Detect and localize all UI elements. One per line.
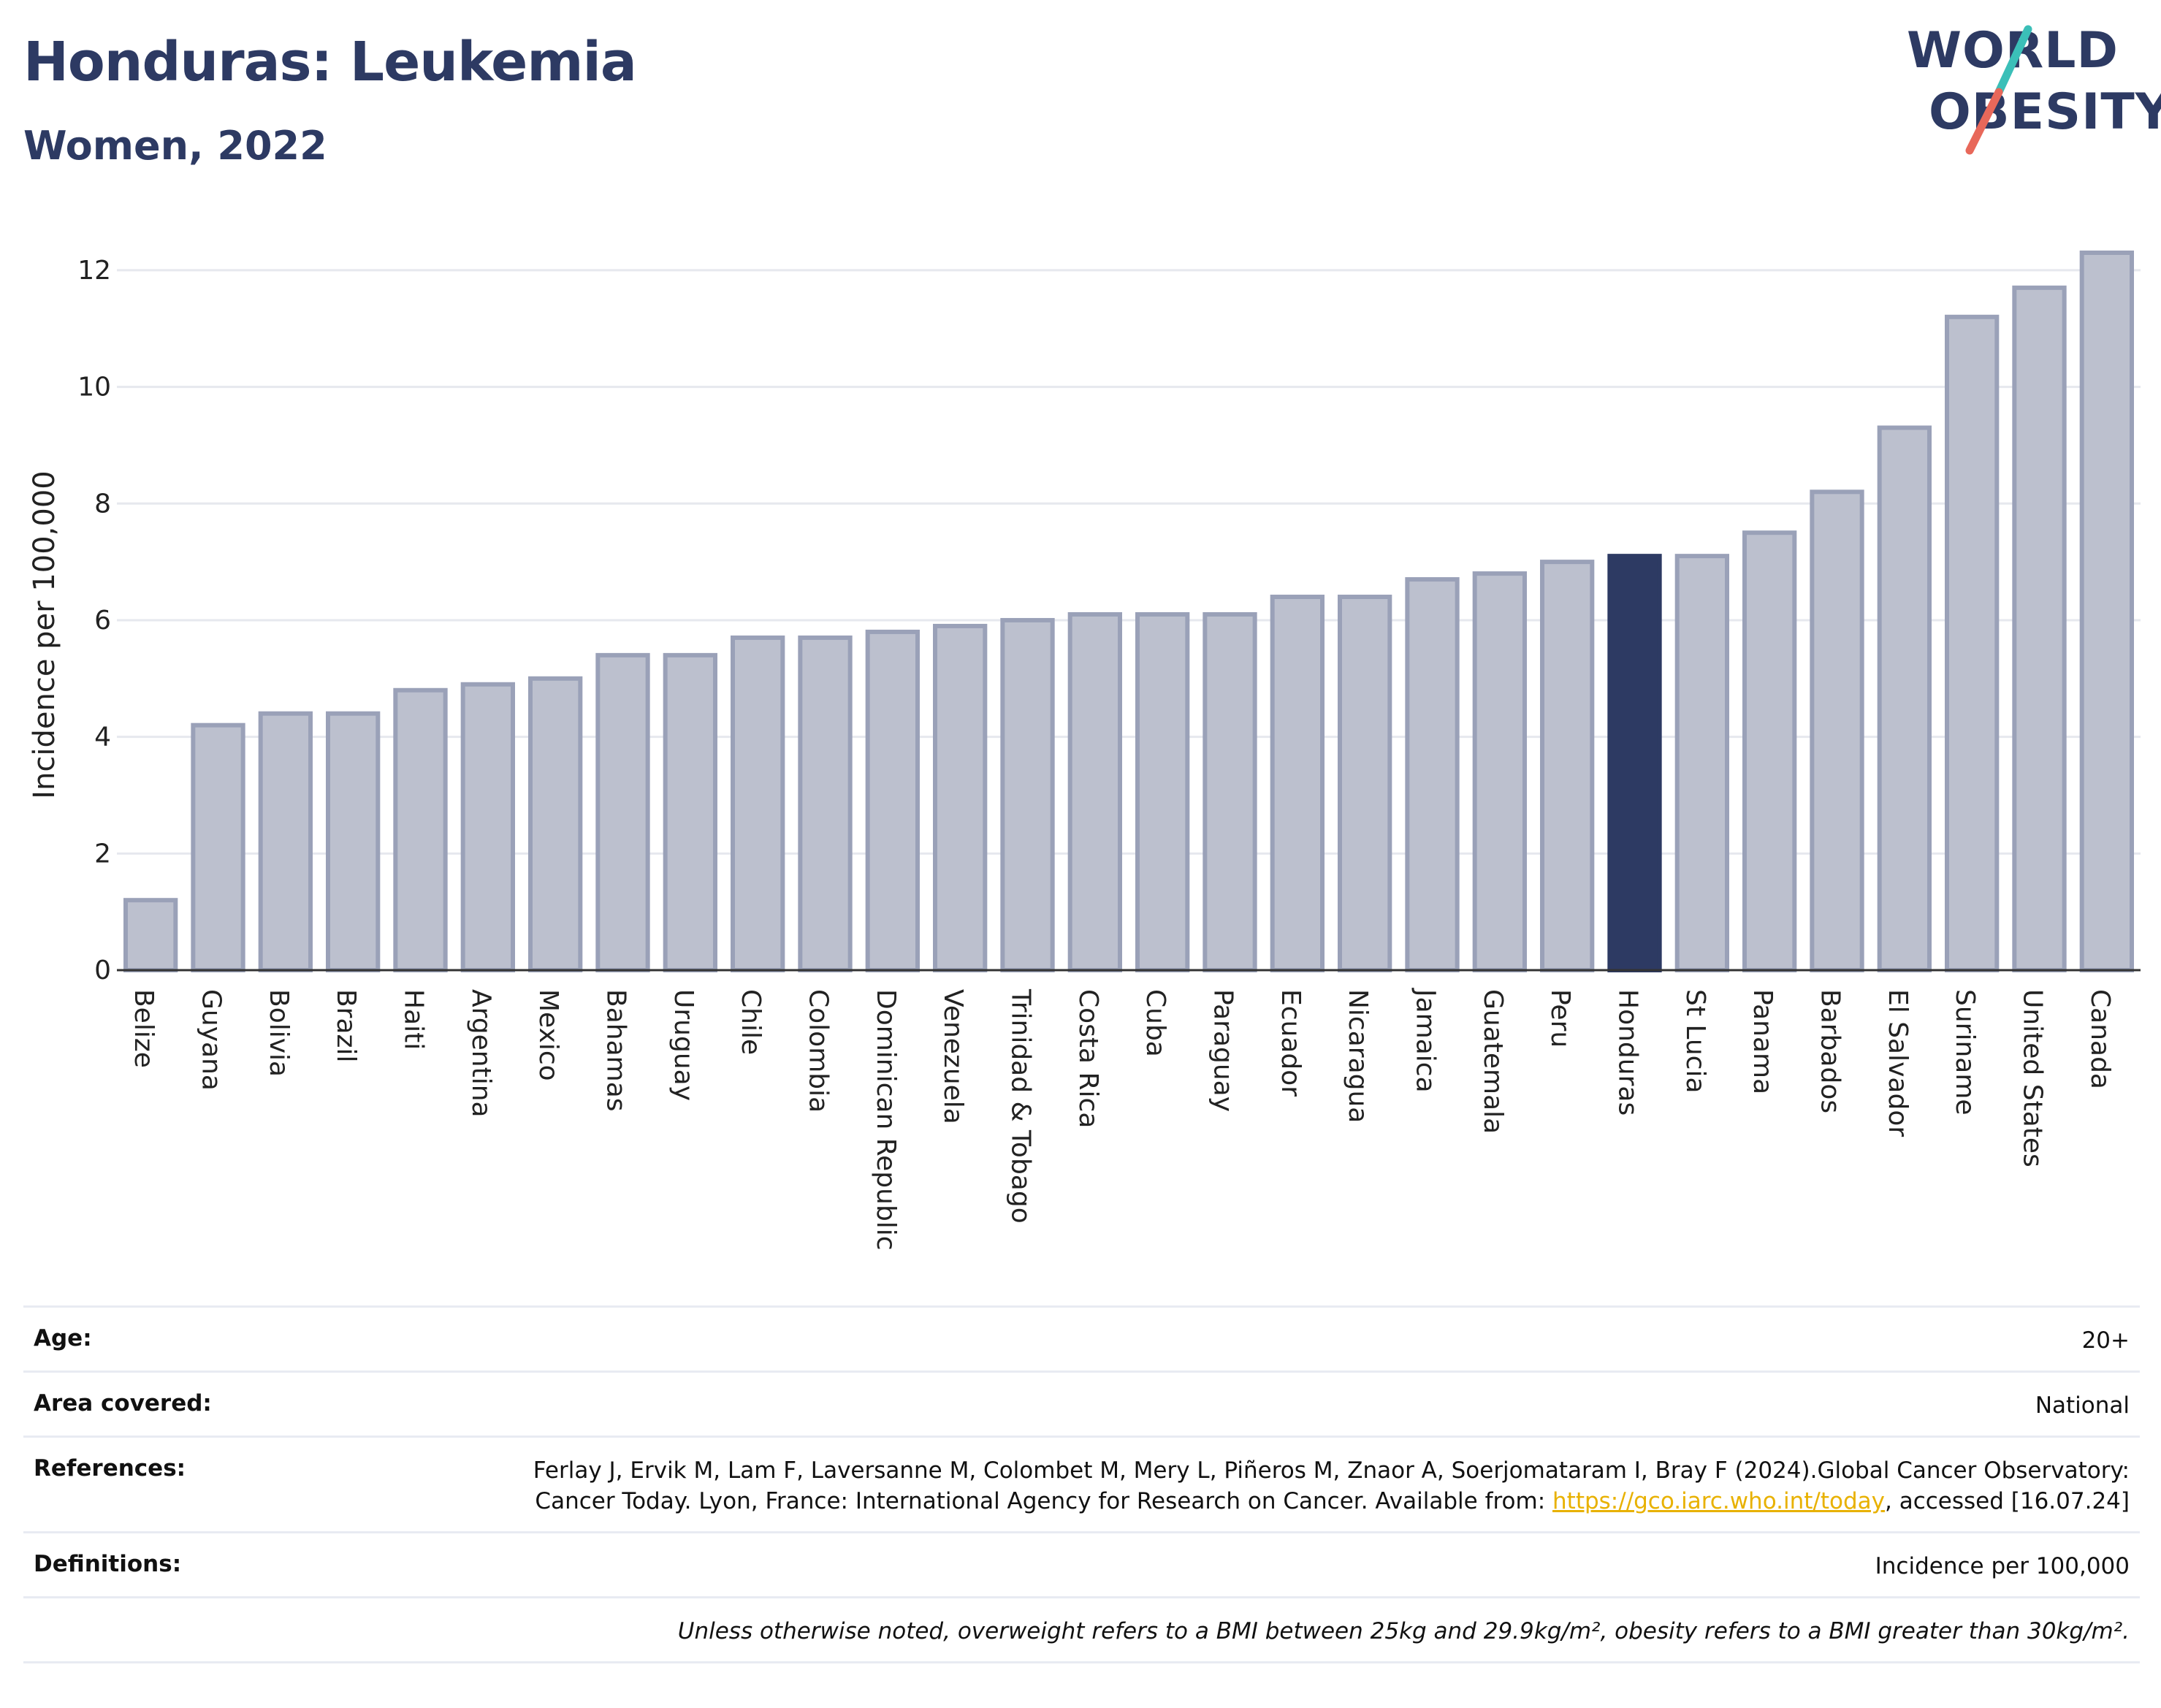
- bar-chile: [731, 635, 785, 972]
- gridlines: [117, 269, 2141, 855]
- bar-united-states: [2012, 285, 2067, 972]
- x-tick-label: Belize: [129, 989, 159, 1068]
- world-obesity-logo: WORLD OBESITY: [1907, 22, 2161, 155]
- bar-uruguay: [663, 652, 717, 972]
- x-tick-label: Guyana: [197, 989, 226, 1091]
- age-label: Age:: [34, 1325, 92, 1351]
- meta-row-definitions: Definitions: Incidence per 100,000: [23, 1531, 2140, 1596]
- area-value: National: [2035, 1392, 2130, 1419]
- x-tick-label: Chile: [736, 989, 766, 1055]
- bar-jamaica: [1405, 577, 1460, 972]
- bar-costa-rica: [1067, 611, 1122, 972]
- x-tick-label: Colombia: [804, 989, 834, 1113]
- x-tick-label: Panama: [1748, 989, 1777, 1094]
- references-accessed: , accessed [16.07.24]: [1884, 1488, 2130, 1514]
- area-label: Area covered:: [34, 1390, 212, 1417]
- x-tick-label: Brazil: [331, 989, 361, 1062]
- meta-row-note: Unless otherwise noted, overweight refer…: [23, 1596, 2140, 1663]
- y-tick-label: 2: [94, 839, 111, 869]
- bar-paraguay: [1203, 611, 1257, 972]
- metadata-table: Age: 20+ Area covered: National Referenc…: [23, 1305, 2140, 1663]
- x-axis-ticks: Belize Guyana Bolivia Brazil Haiti Argentina M…: [129, 988, 2115, 1251]
- x-tick-label: Bahamas: [601, 989, 631, 1112]
- y-tick-label: 12: [77, 256, 111, 286]
- bar-chart: 0 2 4 6 8 10 12 Belize Guyana Bolivia Brazil Haiti…: [28, 250, 2141, 1251]
- x-tick-label: Paraguay: [1208, 989, 1238, 1112]
- bar-dominican-republic: [865, 629, 920, 972]
- x-tick-label: Haiti: [399, 989, 429, 1050]
- definitions-value: Incidence per 100,000: [1875, 1553, 2130, 1579]
- bar-brazil: [326, 711, 381, 972]
- bar-el-salvador: [1877, 425, 1932, 973]
- meta-row-age: Age: 20+: [23, 1305, 2140, 1370]
- bar-honduras: [1607, 554, 1662, 972]
- page-subtitle: Women, 2022: [23, 123, 327, 169]
- bmi-note: Unless otherwise noted, overweight refer…: [677, 1618, 2130, 1644]
- references-label: References:: [34, 1455, 186, 1482]
- x-tick-label: Jamaica: [1411, 988, 1441, 1093]
- bar-mexico: [528, 676, 583, 972]
- x-tick-label: Trinidad & Tobago: [1006, 988, 1036, 1224]
- bar-belize: [123, 898, 178, 973]
- bar-barbados: [1810, 489, 1864, 972]
- x-tick-label: Cuba: [1140, 989, 1170, 1057]
- x-tick-label: Guatemala: [1478, 989, 1508, 1134]
- bar-trinidad-tobago: [1000, 617, 1055, 973]
- references-link[interactable]: https://gco.iarc.who.int/today: [1552, 1488, 1885, 1514]
- y-tick-label: 8: [94, 489, 111, 519]
- bar-haiti: [393, 687, 448, 972]
- bar-panama: [1742, 530, 1797, 972]
- bar-bolivia: [258, 711, 313, 972]
- bar-cuba: [1135, 611, 1190, 972]
- x-tick-label: St Lucia: [1680, 989, 1710, 1094]
- bar-colombia: [798, 635, 853, 972]
- references-value: Ferlay J, Ervik M, Lam F, Laversanne M, …: [522, 1455, 2130, 1517]
- logo-text-line2: OBESITY: [1929, 83, 2161, 141]
- age-value: 20+: [2081, 1327, 2130, 1354]
- bar-ecuador: [1270, 595, 1325, 972]
- bar-guatemala: [1472, 571, 1527, 972]
- bar-nicaragua: [1338, 595, 1392, 972]
- y-tick-label: 4: [94, 723, 111, 752]
- bar-guyana: [191, 723, 245, 972]
- bar-peru: [1540, 560, 1595, 972]
- bar-bahamas: [595, 652, 650, 972]
- meta-row-references: References: Ferlay J, Ervik M, Lam F, La…: [23, 1436, 2140, 1531]
- x-tick-label: United States: [2018, 989, 2048, 1167]
- x-tick-label: Dominican Republic: [871, 989, 901, 1251]
- x-tick-label: El Salvador: [1883, 989, 1913, 1137]
- x-tick-label: Suriname: [1950, 989, 1980, 1116]
- y-tick-label: 0: [94, 956, 111, 985]
- definitions-label: Definitions:: [34, 1551, 182, 1577]
- y-axis-ticks: 0 2 4 6 8 10 12: [77, 256, 111, 985]
- bar-argentina: [460, 682, 515, 972]
- bar-st-lucia: [1674, 554, 1729, 972]
- x-tick-label: Canada: [2085, 989, 2115, 1089]
- y-axis-label: Incidence per 100,000: [28, 470, 61, 799]
- logo-slash-icon: [1965, 25, 2032, 155]
- x-tick-label: Mexico: [533, 989, 563, 1081]
- meta-row-area: Area covered: National: [23, 1370, 2140, 1436]
- x-tick-label: Uruguay: [668, 989, 698, 1101]
- bar-venezuela: [933, 623, 988, 972]
- x-tick-label: Venezuela: [938, 989, 968, 1124]
- x-tick-label: Bolivia: [264, 989, 294, 1077]
- bar-suriname: [1945, 314, 2000, 973]
- x-tick-label: Argentina: [466, 989, 496, 1118]
- x-tick-label: Honduras: [1613, 989, 1643, 1116]
- bar-canada: [2079, 250, 2134, 972]
- references-text: Ferlay J, Ervik M, Lam F, Laversanne M, …: [533, 1457, 2130, 1514]
- page-title: Honduras: Leukemia: [23, 31, 637, 94]
- y-tick-label: 6: [94, 606, 111, 636]
- x-tick-label: Peru: [1545, 989, 1575, 1048]
- x-tick-label: Ecuador: [1276, 989, 1306, 1097]
- y-tick-label: 10: [77, 373, 111, 403]
- bars: [123, 250, 2134, 973]
- x-tick-label: Barbados: [1815, 989, 1845, 1113]
- x-tick-label: Nicaragua: [1343, 989, 1373, 1123]
- x-tick-label: Costa Rica: [1073, 989, 1103, 1128]
